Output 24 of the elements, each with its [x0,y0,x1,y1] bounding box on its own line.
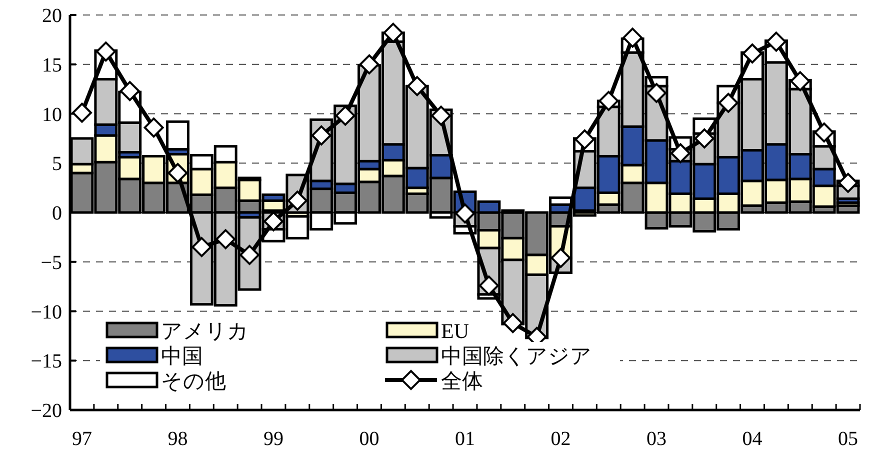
x-tick-label: 98 [168,428,188,450]
x-tick-label: 04 [742,428,762,450]
x-tick-label: 01 [455,428,475,450]
x-tick-label: 05 [838,428,858,450]
y-tick-label: −10 [30,301,62,324]
y-tick-label: −20 [30,400,62,422]
x-tick-label: 02 [550,428,571,450]
x-tick-label: 03 [646,428,667,450]
legend-label: 全体 [441,369,483,393]
legend-label: 中国除くアジア [441,344,592,368]
legend-label: アメリカ [161,319,249,343]
legend-label: その他 [161,369,226,393]
y-tick-label: 10 [42,104,62,126]
y-tick-label: 20 [42,5,62,27]
y-tick-label: 5 [52,153,62,176]
y-tick-label: 15 [42,54,62,76]
legend-label: 中国 [161,344,203,368]
legend-label: EU [441,319,469,343]
x-tick-label: 99 [263,428,284,450]
x-tick-label: 97 [72,428,92,450]
x-tick-label: 00 [359,428,380,450]
y-tick-label: −15 [30,350,62,373]
y-tick-label: 0 [52,202,62,224]
y-tick-label: −5 [40,252,62,274]
